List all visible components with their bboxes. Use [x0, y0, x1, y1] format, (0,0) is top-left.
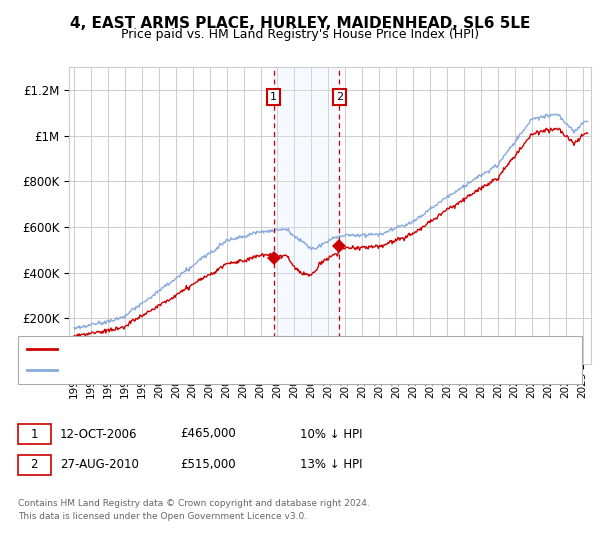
Text: 1: 1 [270, 92, 277, 102]
Text: 27-AUG-2010: 27-AUG-2010 [60, 458, 139, 472]
Text: 4, EAST ARMS PLACE, HURLEY, MAIDENHEAD, SL6 5LE (detached house): 4, EAST ARMS PLACE, HURLEY, MAIDENHEAD, … [63, 344, 460, 354]
Text: Price paid vs. HM Land Registry's House Price Index (HPI): Price paid vs. HM Land Registry's House … [121, 28, 479, 41]
Text: £465,000: £465,000 [180, 427, 236, 441]
Text: 1: 1 [31, 427, 38, 441]
Text: HPI: Average price, detached house, Windsor and Maidenhead: HPI: Average price, detached house, Wind… [63, 365, 404, 375]
Text: 12-OCT-2006: 12-OCT-2006 [60, 427, 137, 441]
Text: 2: 2 [31, 458, 38, 472]
Text: Contains HM Land Registry data © Crown copyright and database right 2024.: Contains HM Land Registry data © Crown c… [18, 500, 370, 508]
Bar [274, 67, 340, 364]
Text: This data is licensed under the Open Government Licence v3.0.: This data is licensed under the Open Gov… [18, 512, 307, 521]
Text: £515,000: £515,000 [180, 458, 236, 472]
Text: 4, EAST ARMS PLACE, HURLEY, MAIDENHEAD, SL6 5LE: 4, EAST ARMS PLACE, HURLEY, MAIDENHEAD, … [70, 16, 530, 31]
Text: 13% ↓ HPI: 13% ↓ HPI [300, 458, 362, 472]
Text: 2: 2 [336, 92, 343, 102]
Text: 10% ↓ HPI: 10% ↓ HPI [300, 427, 362, 441]
